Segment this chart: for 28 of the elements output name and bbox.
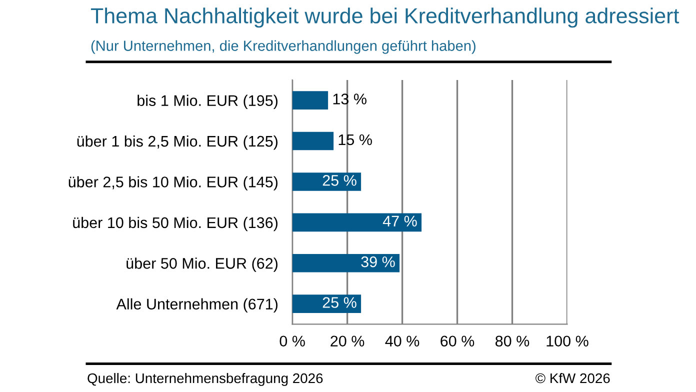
data-label: 13 % <box>333 94 366 104</box>
bar <box>292 132 334 150</box>
data-label: 39 % <box>361 256 395 268</box>
x-tick-label: 60 % <box>440 336 474 347</box>
x-tick-label: 100 % <box>546 336 588 347</box>
bar <box>292 172 362 191</box>
data-label: 25 % <box>322 175 356 186</box>
x-tick-label: 40 % <box>385 336 420 347</box>
chart-subtitle: (Nur Unternehmen, die Kreditverhandlungen geführt haben) <box>91 40 476 54</box>
y-tick-label: über 50 Mio. EUR (62) <box>126 258 278 272</box>
y-tick-label: Alle Unternehmen (671) <box>116 298 278 313</box>
data-label: 15 % <box>338 134 372 146</box>
y-tick-label: über 2,5 bis 10 Mio. EUR (145) <box>68 176 278 190</box>
bar <box>292 294 362 313</box>
data-label: 47 % <box>382 216 417 226</box>
y-tick-label: über 10 bis 50 Mio. EUR (136) <box>73 216 278 232</box>
source-note: Quelle: Unternehmensbefragung 2026 <box>88 372 323 386</box>
chart-title: Thema Nachhaltigkeit wurde bei Kreditverhandlung adressiert <box>90 8 680 28</box>
text: © KfW 2026 <box>536 373 610 384</box>
x-tick-label: 20 % <box>330 336 364 347</box>
data-label: 25 % <box>322 297 356 308</box>
x-tick-label: 80 % <box>496 336 530 347</box>
x-tick-label: 0 % <box>280 336 305 347</box>
y-tick-label: bis 1 Mio. EUR (195) <box>138 94 278 110</box>
bar <box>292 213 422 232</box>
y-tick-label: über 1 bis 2,5 Mio. EUR (125) <box>77 135 278 150</box>
bar <box>292 254 400 272</box>
bar <box>292 91 328 110</box>
